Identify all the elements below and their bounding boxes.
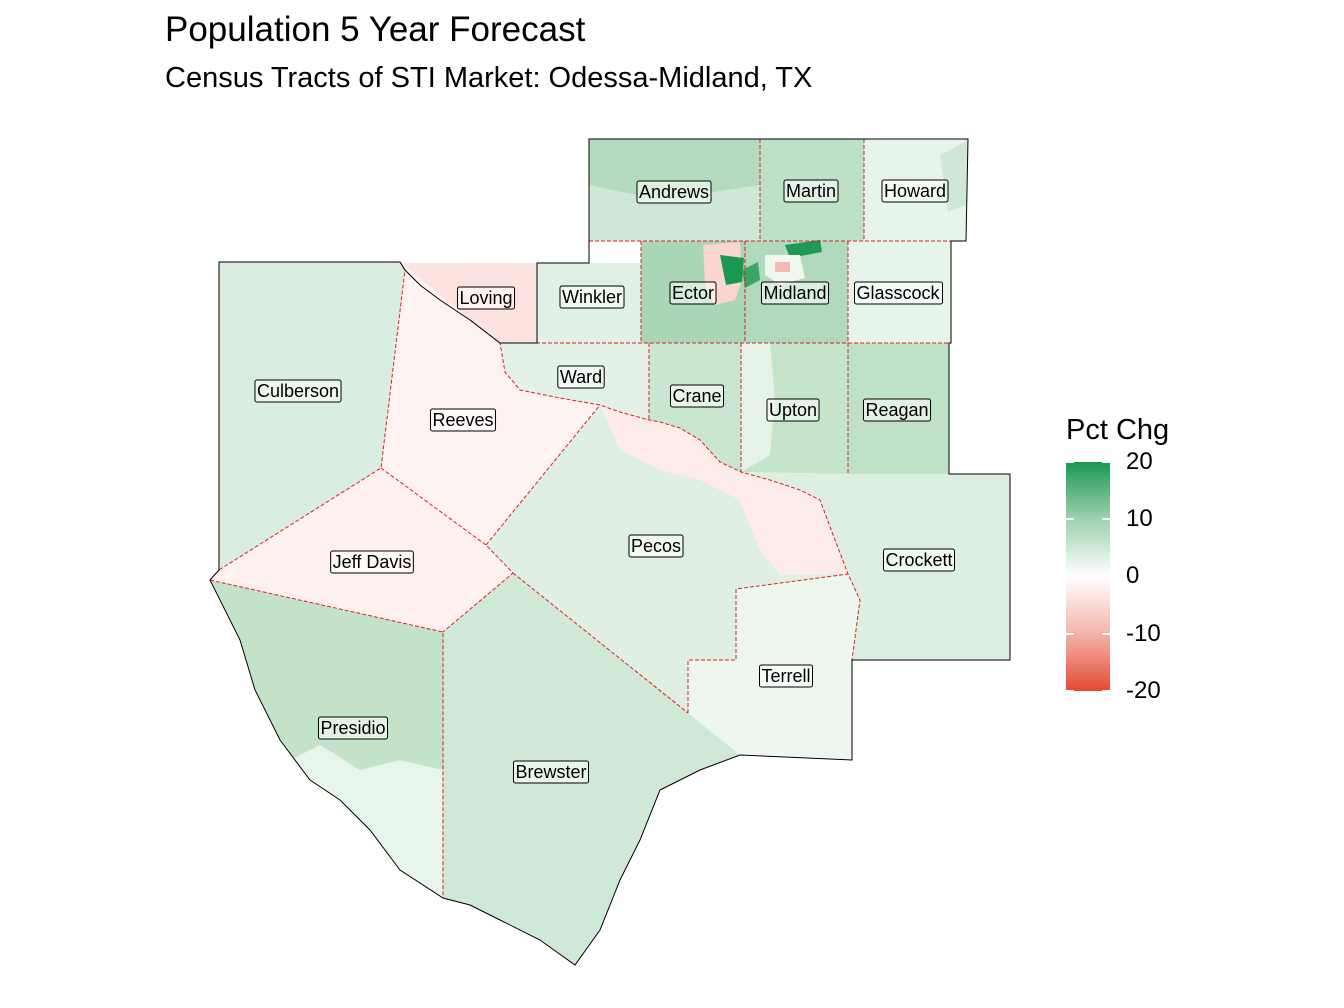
- svg-text:Presidio: Presidio: [320, 718, 385, 738]
- legend-label-neg10: -10: [1126, 620, 1161, 647]
- county-label-reeves: Reeves: [429, 408, 497, 432]
- county-labels: Andrews Martin Howard Loving Winkler Ector Mid…: [254, 179, 956, 784]
- svg-text:Reeves: Reeves: [432, 410, 493, 430]
- county-label-jeff-davis: Jeff Davis: [330, 550, 414, 574]
- ector-urban-high: [720, 255, 744, 285]
- county-label-upton: Upton: [766, 398, 820, 422]
- midland-urban-high: [785, 240, 822, 258]
- svg-text:Howard: Howard: [884, 181, 946, 201]
- midland-urban-green: [742, 262, 760, 288]
- legend-label-10: 10: [1126, 505, 1153, 532]
- svg-text:Jeff Davis: Jeff Davis: [333, 552, 412, 572]
- county-label-pecos: Pecos: [628, 534, 684, 558]
- county-label-loving: Loving: [456, 286, 516, 310]
- county-label-midland: Midland: [760, 281, 830, 305]
- county-label-ector: Ector: [669, 281, 717, 305]
- legend-label-0: 0: [1126, 562, 1140, 589]
- county-pecos-north-edge: [600, 405, 848, 575]
- svg-text:Crockett: Crockett: [885, 550, 952, 570]
- map-subtitle: Census Tracts of STI Market: Odessa-Midl…: [165, 62, 813, 94]
- svg-text:Ward: Ward: [560, 367, 602, 387]
- svg-text:Brewster: Brewster: [515, 762, 586, 782]
- svg-text:Upton: Upton: [769, 400, 817, 420]
- county-upton-west: [741, 343, 775, 472]
- county-label-winkler: Winkler: [559, 285, 625, 309]
- county-crockett[interactable]: [741, 472, 1010, 660]
- county-label-culberson: Culberson: [254, 379, 342, 403]
- legend-label-neg20: -20: [1126, 677, 1161, 704]
- svg-text:Crane: Crane: [672, 386, 721, 406]
- county-label-brewster: Brewster: [512, 760, 590, 784]
- svg-text:Martin: Martin: [786, 181, 836, 201]
- county-andrews-tract: [589, 139, 760, 200]
- county-borders: [209, 139, 966, 898]
- svg-text:Pecos: Pecos: [631, 536, 681, 556]
- county-label-crane: Crane: [669, 384, 725, 408]
- svg-text:Andrews: Andrews: [639, 182, 709, 202]
- svg-text:Midland: Midland: [763, 283, 826, 303]
- svg-text:Winkler: Winkler: [562, 287, 622, 307]
- county-label-glasscock: Glasscock: [853, 281, 944, 305]
- county-label-terrell: Terrell: [758, 664, 814, 688]
- map-title: Population 5 Year Forecast: [165, 10, 586, 49]
- legend-label-20: 20: [1126, 448, 1153, 475]
- svg-text:Culberson: Culberson: [257, 381, 339, 401]
- county-label-crockett: Crockett: [882, 548, 956, 572]
- county-culberson[interactable]: [219, 262, 405, 570]
- county-label-ward: Ward: [557, 365, 605, 389]
- county-label-andrews: Andrews: [636, 180, 712, 204]
- county-label-presidio: Presidio: [317, 716, 389, 740]
- midland-urban-low: [775, 262, 790, 272]
- county-label-martin: Martin: [783, 179, 839, 203]
- svg-text:Terrell: Terrell: [761, 666, 810, 686]
- county-jeff-davis[interactable]: [210, 468, 513, 632]
- svg-text:Loving: Loving: [459, 288, 512, 308]
- county-brewster[interactable]: [443, 573, 740, 965]
- county-label-howard: Howard: [881, 179, 949, 203]
- county-reeves[interactable]: [381, 262, 600, 545]
- county-presidio-south: [290, 745, 443, 898]
- legend-title: Pct Chg: [1066, 414, 1170, 446]
- county-label-reagan: Reagan: [862, 398, 932, 422]
- svg-text:Ector: Ector: [672, 283, 714, 303]
- market-outline: [209, 138, 1011, 966]
- svg-text:Reagan: Reagan: [865, 400, 928, 420]
- svg-text:Glasscock: Glasscock: [856, 283, 940, 303]
